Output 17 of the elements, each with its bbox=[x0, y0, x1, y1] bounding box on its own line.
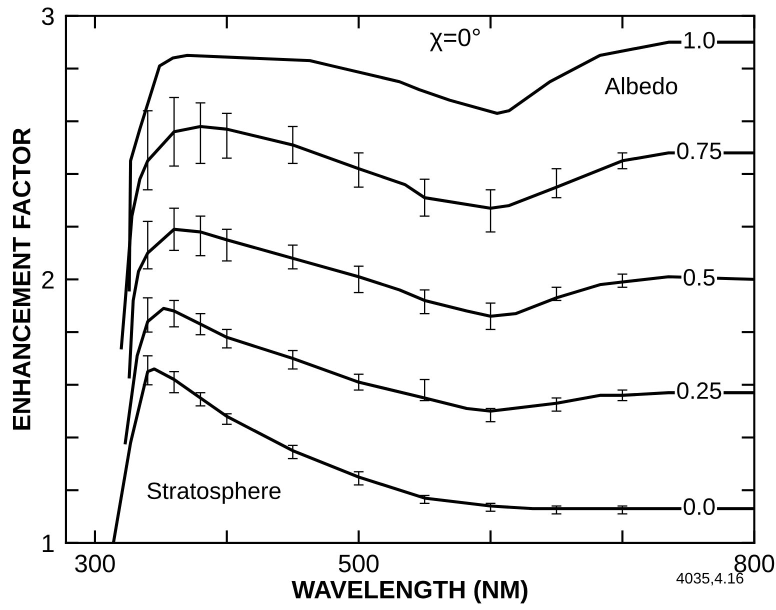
annotation: Albedo bbox=[604, 77, 678, 94]
series-label: 0.75 bbox=[677, 142, 722, 160]
y-axis-title: ENHANCEMENT FACTOR bbox=[12, 128, 30, 430]
y-tick-label: 2 bbox=[42, 270, 54, 288]
series-label: 0.5 bbox=[684, 269, 715, 286]
y-tick-label: 3 bbox=[42, 7, 54, 26]
legend-label: 0.25 bbox=[677, 382, 722, 400]
x-axis-title: WAVELENGTH (NM) bbox=[292, 580, 528, 604]
y-tick-label: 1 bbox=[42, 534, 54, 552]
x-tick-label: 800 bbox=[734, 554, 774, 572]
x-tick-label: 300 bbox=[75, 554, 115, 572]
legend-label: 0.0 bbox=[684, 498, 715, 515]
x-tick-label: 500 bbox=[338, 554, 379, 572]
annotation: χ=0° bbox=[430, 28, 480, 52]
series-label: 1.0 bbox=[684, 32, 715, 49]
text: 4035,4.16 bbox=[676, 572, 744, 586]
annotation: Stratosphere bbox=[147, 482, 280, 504]
